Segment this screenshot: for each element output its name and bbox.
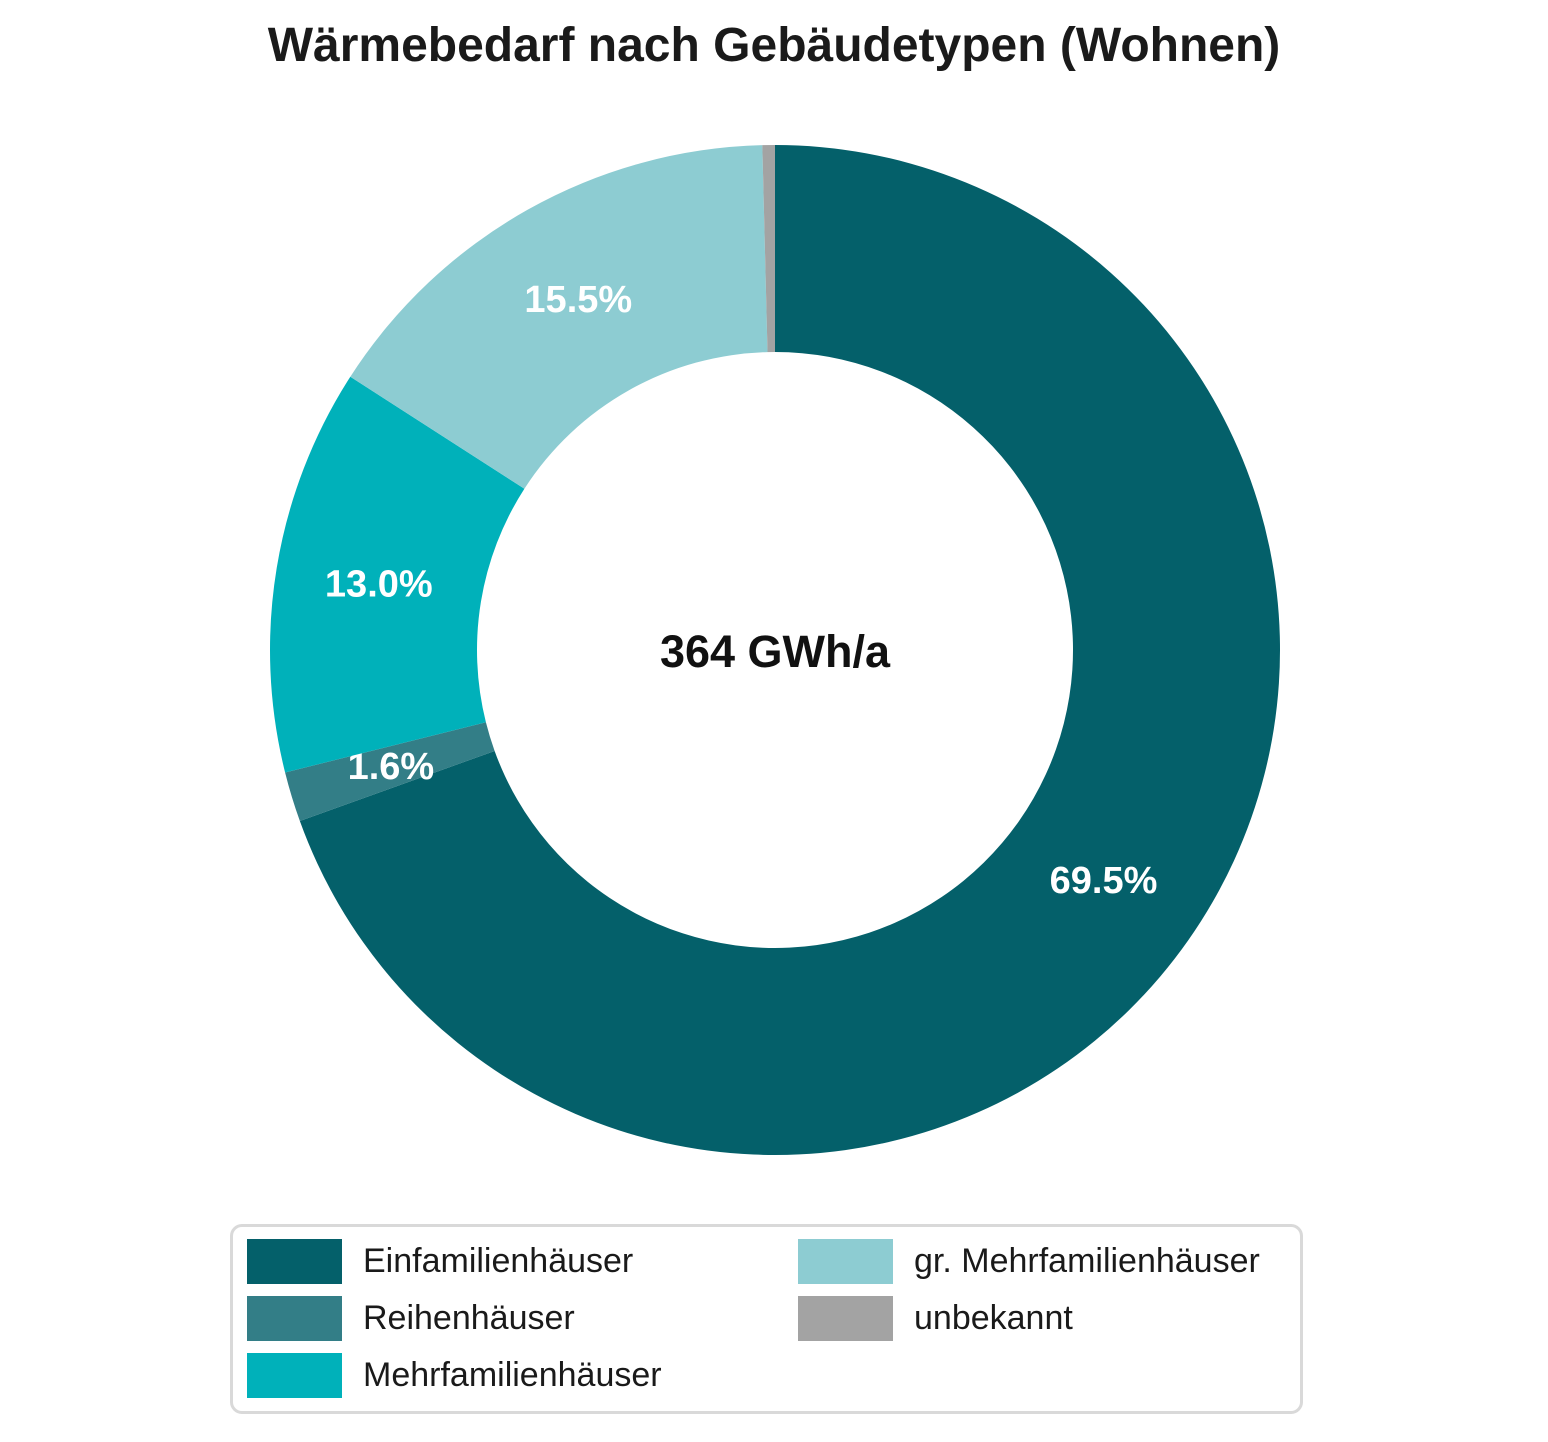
legend-item-0: Einfamilienhäuser (247, 1238, 633, 1284)
legend-label-4: unbekannt (914, 1298, 1073, 1337)
legend-item-3: gr. Mehrfamilienhäuser (798, 1238, 1260, 1284)
chart-title: Wärmebedarf nach Gebäudetypen (Wohnen) (267, 19, 1281, 72)
donut-center-total-label: 364 GWh/a (659, 626, 891, 677)
legend: Einfamilienhäuser Reihenhäuser Mehrfamilie… (230, 1224, 1303, 1414)
legend-swatch-4 (798, 1295, 893, 1341)
legend-label-3: gr. Mehrfamilienhäuser (914, 1241, 1260, 1280)
legend-item-2: Mehrfamilienhäuser (247, 1352, 662, 1398)
donut-slice-3 (350, 145, 768, 489)
legend-item-1: Reihenhäuser (247, 1295, 575, 1341)
legend-swatch-3 (798, 1238, 893, 1284)
legend-label-0: Einfamilienhäuser (363, 1241, 634, 1280)
legend-label-2: Mehrfamilienhäuser (363, 1355, 662, 1394)
slice-percent-label-0: 69.5% (1050, 860, 1158, 902)
legend-swatch-2 (247, 1352, 342, 1398)
donut-slice-0 (299, 145, 1281, 1155)
donut-slice-1 (285, 722, 495, 822)
legend-item-4: unbekannt (798, 1295, 1073, 1341)
slice-percent-label-2: 13.0% (325, 564, 433, 606)
donut-slice-2 (270, 376, 525, 773)
slice-percent-label-3: 15.5% (524, 279, 632, 321)
legend-swatch-0 (247, 1238, 342, 1284)
donut-slice-4 (762, 145, 775, 353)
legend-swatch-1 (247, 1295, 342, 1341)
legend-label-1: Reihenhäuser (363, 1298, 575, 1337)
